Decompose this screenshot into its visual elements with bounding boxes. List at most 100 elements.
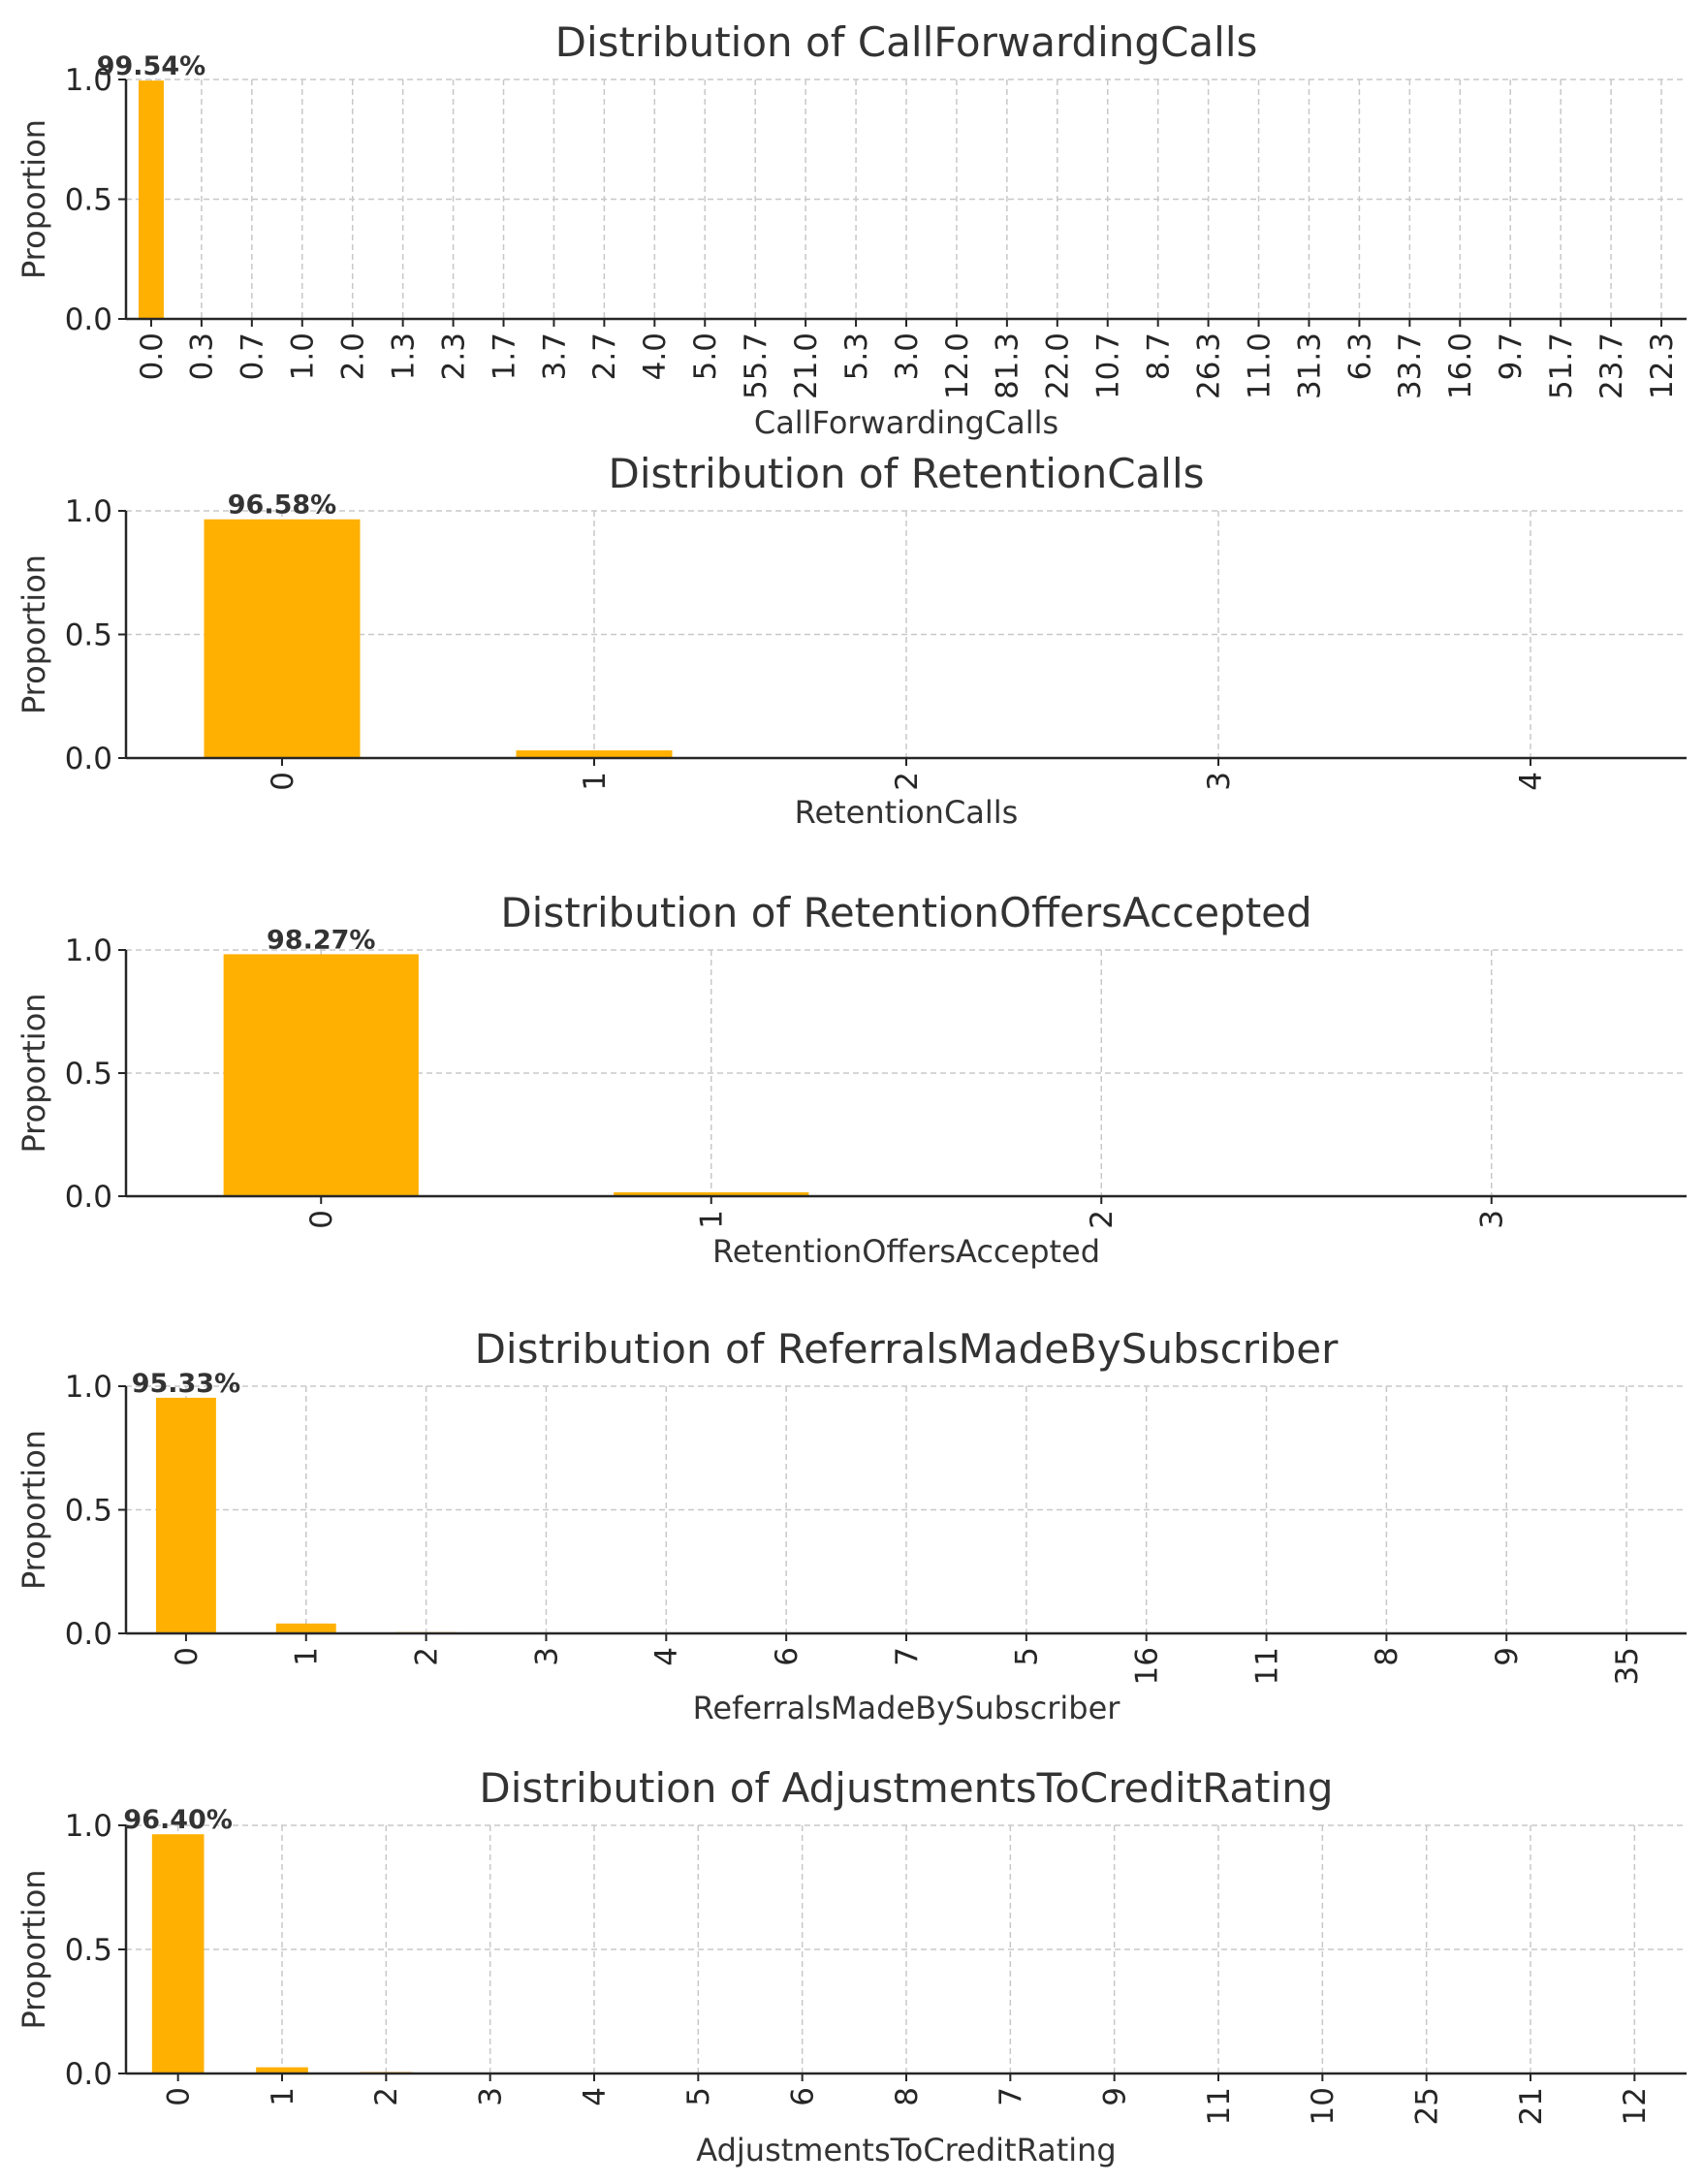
- x-tick-label: 33.7: [1393, 332, 1428, 399]
- y-tick-label: 0.0: [65, 302, 112, 337]
- data-label: 99.54%: [97, 51, 205, 81]
- x-tick-label: 2: [1085, 1210, 1120, 1229]
- chart-title: Distribution of ReferralsMadeBySubscribe…: [475, 1325, 1340, 1373]
- x-axis-label: ReferralsMadeBySubscriber: [693, 1690, 1121, 1726]
- x-tick-label: 2: [369, 2087, 404, 2106]
- y-axis-label: Proportion: [16, 554, 52, 714]
- x-tick-label: 10.7: [1091, 332, 1126, 399]
- chart-5: 0.00.51.00 1 2 3 4 5 6 8 7 9 11 10 25 21 1296.40%Distr…: [16, 1764, 1687, 2168]
- x-tick-label: 26.3: [1191, 332, 1226, 399]
- x-tick-label: 16.0: [1443, 332, 1478, 399]
- y-tick-label: 1.0: [65, 934, 112, 968]
- x-tick-label: 9.7: [1494, 332, 1529, 380]
- x-axis-label: RetentionCalls: [795, 794, 1019, 831]
- x-tick-label: 0.0: [135, 332, 170, 380]
- x-tick-label: 0: [162, 2087, 197, 2106]
- x-tick-label: 4.0: [638, 332, 673, 380]
- data-label: 96.40%: [123, 1805, 232, 1835]
- y-axis-label: Proportion: [16, 1869, 52, 2029]
- x-tick-label: 9: [1490, 1647, 1525, 1666]
- x-tick-label: 7: [890, 1647, 925, 1666]
- bar: [204, 519, 361, 758]
- x-tick-label: 6: [786, 2087, 821, 2106]
- x-tick-label: 1: [266, 2087, 300, 2106]
- y-tick-label: 0.5: [65, 1933, 112, 1968]
- x-tick-label: 8: [890, 2087, 925, 2106]
- x-tick-label: 8.7: [1142, 332, 1177, 380]
- x-tick-label: 6: [770, 1647, 805, 1666]
- x-tick-label: 4: [649, 1647, 684, 1666]
- y-tick-label: 0.0: [65, 742, 112, 776]
- x-tick-label: 11: [1249, 1647, 1284, 1685]
- x-tick-label: 2.0: [336, 332, 371, 380]
- y-axis-label: Proportion: [16, 993, 52, 1153]
- x-tick-label: 4: [578, 2087, 613, 2106]
- x-tick-label: 51.7: [1544, 332, 1579, 399]
- x-tick-label: 5: [681, 2087, 716, 2106]
- x-tick-label: 12.0: [940, 332, 975, 399]
- x-tick-label: 8: [1370, 1647, 1404, 1666]
- y-tick-label: 0.5: [65, 1494, 112, 1529]
- y-axis-label: Proportion: [16, 119, 52, 279]
- x-tick-label: 2: [890, 772, 925, 791]
- x-tick-label: 23.7: [1594, 332, 1629, 399]
- x-tick-label: 2.7: [587, 332, 622, 380]
- x-tick-label: 3: [474, 2087, 509, 2106]
- chart-2: 0.0 0.5 1.0 0 1 2 3 4 96.58% Distribution of Rete…: [16, 450, 1687, 831]
- x-axis-label: AdjustmentsToCreditRating: [696, 2132, 1116, 2168]
- x-tick-label: 5: [1010, 1647, 1045, 1666]
- x-tick-label: 1.3: [386, 332, 421, 380]
- chart-title: Distribution of RetentionOffersAccepted: [500, 889, 1311, 936]
- x-tick-label: 0.3: [185, 332, 220, 380]
- x-tick-label: 1.7: [487, 332, 521, 380]
- x-tick-label: 9: [1098, 2087, 1133, 2106]
- x-tick-label: 55.7: [739, 332, 773, 399]
- x-tick-label: 11.0: [1242, 332, 1277, 399]
- x-tick-label: 35: [1610, 1647, 1645, 1685]
- x-tick-label: 5.3: [839, 332, 874, 380]
- x-tick-label: 81.3: [991, 332, 1026, 399]
- x-tick-label: 22.0: [1041, 332, 1076, 399]
- y-tick-label: 1.0: [65, 63, 112, 98]
- bar: [614, 1191, 809, 1196]
- bar: [275, 1623, 336, 1633]
- x-tick-label: 0: [304, 1210, 339, 1229]
- bar: [151, 1834, 205, 2073]
- y-tick-label: 1.0: [65, 1809, 112, 1844]
- y-tick-label: 0.0: [65, 1617, 112, 1652]
- x-tick-label: 10: [1306, 2087, 1341, 2125]
- x-tick-label: 1: [578, 772, 613, 791]
- bar: [256, 2067, 308, 2073]
- y-tick-label: 0.0: [65, 1180, 112, 1215]
- y-axis-label: Proportion: [16, 1430, 52, 1590]
- chart-4: 0.0 0.5 1.0 0 1 2 3 4 6 7 5 16 11 8 9 35 95.33% Distribut…: [16, 1325, 1687, 1726]
- y-tick-label: 0.5: [65, 1057, 112, 1092]
- bar: [223, 954, 419, 1196]
- x-tick-label: 1.0: [286, 332, 321, 380]
- chart-1: 0.0 0.5 1.0 0.0 0.3 0.7 1.0 2.0 1.3 2.3 1.7 3.7 2.7 4…: [16, 18, 1687, 441]
- chart-title: Distribution of CallForwardingCalls: [555, 18, 1258, 66]
- x-tick-label: 12: [1618, 2087, 1653, 2125]
- x-tick-label: 0: [266, 772, 300, 791]
- x-tick-label: 5.0: [688, 332, 723, 380]
- x-tick-label: 12.3: [1645, 332, 1680, 399]
- x-tick-label: 3: [1202, 772, 1237, 791]
- data-label: 95.33%: [132, 1369, 240, 1399]
- x-tick-label: 31.3: [1292, 332, 1327, 399]
- x-tick-label: 2: [409, 1647, 444, 1666]
- x-tick-label: 3.7: [537, 332, 572, 380]
- x-tick-label: 1: [290, 1647, 325, 1666]
- y-tick-label: 0.5: [65, 618, 112, 653]
- x-tick-label: 3: [1475, 1210, 1510, 1229]
- chart-title: Distribution of RetentionCalls: [608, 450, 1204, 497]
- x-tick-label: 1: [695, 1210, 730, 1229]
- x-tick-label: 4: [1514, 772, 1549, 791]
- y-tick-label: 1.0: [65, 1370, 112, 1405]
- data-label: 98.27%: [267, 925, 375, 955]
- x-tick-label: 3: [529, 1647, 564, 1666]
- chart-3: 0.0 0.5 1.0 0 1 2 3 98.27% Distribution of Reten…: [16, 889, 1687, 1270]
- x-tick-label: 0: [170, 1647, 205, 1666]
- chart-title: Distribution of AdjustmentsToCreditRatin…: [479, 1764, 1333, 1812]
- x-tick-label: 21: [1514, 2087, 1549, 2125]
- y-tick-label: 0.5: [65, 183, 112, 218]
